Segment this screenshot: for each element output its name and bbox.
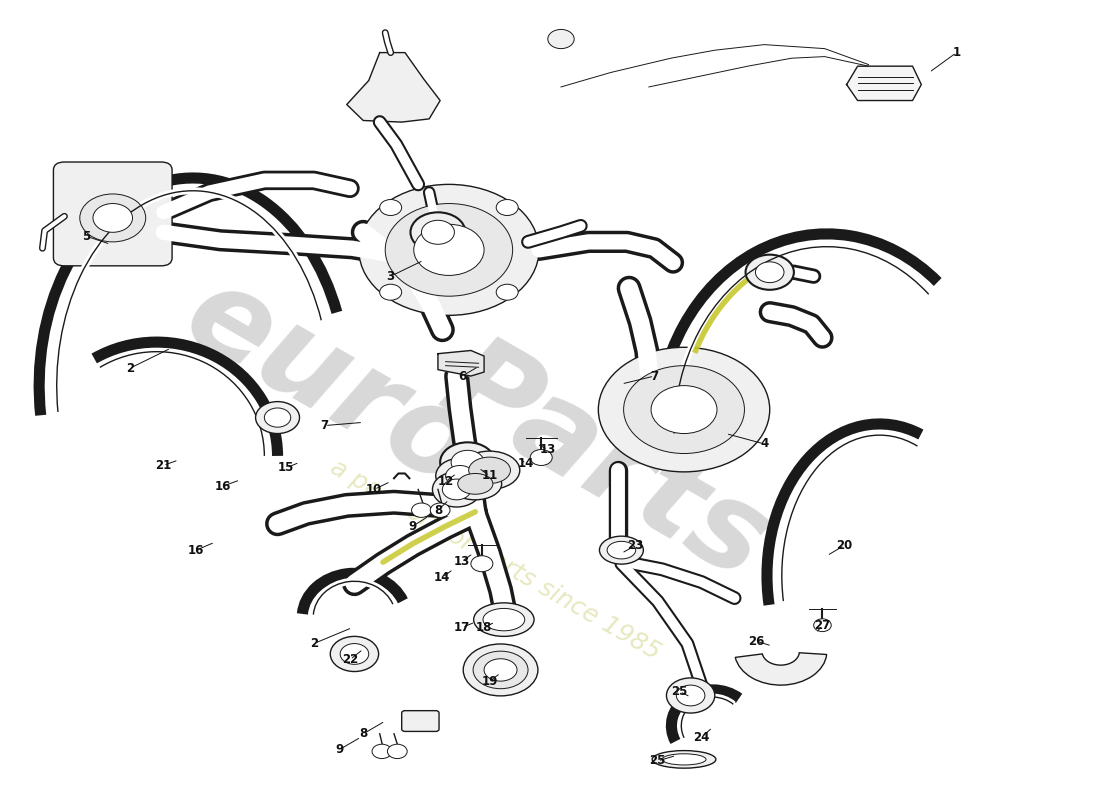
Text: 20: 20 <box>836 539 852 552</box>
Circle shape <box>94 203 132 232</box>
Circle shape <box>340 643 368 664</box>
Text: 21: 21 <box>155 459 172 472</box>
Circle shape <box>442 479 471 500</box>
Text: 23: 23 <box>628 539 643 552</box>
Ellipse shape <box>474 603 535 636</box>
Circle shape <box>436 458 484 494</box>
Circle shape <box>385 203 513 296</box>
Circle shape <box>624 366 745 454</box>
Circle shape <box>432 472 481 507</box>
Text: 13: 13 <box>540 443 556 456</box>
Ellipse shape <box>458 474 493 494</box>
Text: 9: 9 <box>334 743 343 756</box>
Circle shape <box>676 685 705 706</box>
Text: 2: 2 <box>126 362 134 374</box>
Circle shape <box>651 386 717 434</box>
Text: euro: euro <box>165 255 495 514</box>
Text: 26: 26 <box>748 634 764 648</box>
Text: 13: 13 <box>454 555 470 568</box>
Circle shape <box>359 184 539 315</box>
Text: 18: 18 <box>476 621 493 634</box>
Wedge shape <box>735 653 827 685</box>
Text: 4: 4 <box>760 438 769 450</box>
Text: 2: 2 <box>310 637 318 650</box>
Circle shape <box>372 744 392 758</box>
Text: 12: 12 <box>438 475 454 488</box>
Ellipse shape <box>469 457 510 483</box>
Text: 25: 25 <box>671 685 688 698</box>
Ellipse shape <box>449 468 502 500</box>
Text: 17: 17 <box>454 621 470 634</box>
Circle shape <box>414 224 484 275</box>
Text: 25: 25 <box>649 754 666 767</box>
Text: 6: 6 <box>458 370 466 382</box>
Circle shape <box>387 744 407 758</box>
Text: 5: 5 <box>82 230 90 242</box>
Circle shape <box>746 254 794 290</box>
Circle shape <box>330 636 378 671</box>
Circle shape <box>255 402 299 434</box>
Text: 7: 7 <box>321 419 329 432</box>
Text: 8: 8 <box>359 727 367 740</box>
Text: 1: 1 <box>953 46 960 59</box>
Circle shape <box>410 212 465 252</box>
Text: 7: 7 <box>650 370 659 382</box>
Circle shape <box>814 619 832 631</box>
Text: 3: 3 <box>386 270 395 282</box>
Text: 10: 10 <box>366 483 383 496</box>
Circle shape <box>421 220 454 244</box>
Circle shape <box>80 194 145 242</box>
Circle shape <box>379 199 401 215</box>
Text: 16: 16 <box>188 544 205 557</box>
Polygon shape <box>438 350 484 376</box>
Text: 22: 22 <box>342 653 359 666</box>
Text: 19: 19 <box>482 674 498 688</box>
Text: Parts: Parts <box>421 324 789 603</box>
Text: 14: 14 <box>518 458 534 470</box>
Circle shape <box>440 442 495 482</box>
FancyBboxPatch shape <box>402 710 439 731</box>
Polygon shape <box>847 66 922 101</box>
Ellipse shape <box>652 750 716 768</box>
Ellipse shape <box>484 658 517 681</box>
Text: 8: 8 <box>433 504 442 517</box>
Circle shape <box>430 503 450 518</box>
Circle shape <box>667 678 715 713</box>
Text: 11: 11 <box>482 470 497 482</box>
FancyBboxPatch shape <box>54 162 172 266</box>
Polygon shape <box>346 53 440 122</box>
Circle shape <box>446 466 474 486</box>
Circle shape <box>379 284 401 300</box>
Circle shape <box>530 450 552 466</box>
Circle shape <box>496 284 518 300</box>
Text: 14: 14 <box>434 570 451 584</box>
Text: 24: 24 <box>693 730 710 743</box>
Ellipse shape <box>473 651 528 689</box>
Circle shape <box>264 408 290 427</box>
Circle shape <box>756 262 784 282</box>
Circle shape <box>548 30 574 49</box>
Circle shape <box>496 199 518 215</box>
Circle shape <box>411 503 431 518</box>
Ellipse shape <box>600 536 643 564</box>
Ellipse shape <box>460 451 520 490</box>
Ellipse shape <box>607 542 636 559</box>
Ellipse shape <box>483 609 525 630</box>
Text: 27: 27 <box>814 618 830 632</box>
Circle shape <box>471 556 493 572</box>
Text: 15: 15 <box>278 462 295 474</box>
Ellipse shape <box>463 644 538 696</box>
Text: a passion for Parts since 1985: a passion for Parts since 1985 <box>326 455 664 664</box>
Text: 16: 16 <box>214 480 231 493</box>
Circle shape <box>451 450 484 474</box>
Text: 9: 9 <box>408 520 417 533</box>
Circle shape <box>598 347 770 472</box>
Ellipse shape <box>662 754 706 765</box>
